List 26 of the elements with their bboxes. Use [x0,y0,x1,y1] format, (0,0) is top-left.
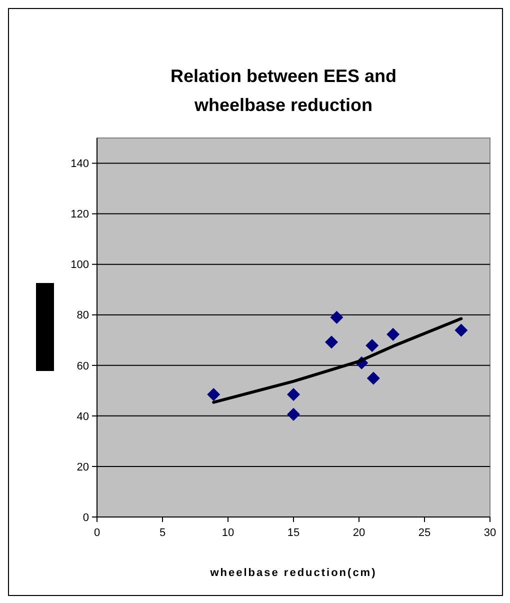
x-tick-label: 10 [222,527,234,539]
y-tick-label: 20 [76,461,89,474]
x-tick-label: 15 [287,527,300,539]
x-tick-label: 30 [484,527,496,539]
y-tick-label: 60 [76,360,89,372]
chart-title: Relation between EES and wheelbase reduction [170,66,397,115]
y-tick-label: 100 [70,259,89,272]
x-tick-label: 5 [159,527,166,539]
y-tick-label: 0 [82,512,89,524]
point [386,328,400,341]
y-tick-label: 140 [70,158,89,170]
point [366,372,380,385]
point [366,338,379,352]
x-tick-label: 25 [418,527,431,539]
point [330,310,344,324]
point [454,324,468,337]
point [287,388,300,401]
point [324,336,338,349]
point [207,388,220,401]
x-axis-title: wheelbase reduction(cm) [209,567,377,579]
y-tick-label: 120 [70,208,89,221]
point [287,408,300,421]
x-tick-label: 0 [94,527,100,539]
x-tick-label: 20 [352,527,366,539]
y-tick-label: 80 [76,310,89,322]
y-tick-label: 40 [76,410,89,423]
